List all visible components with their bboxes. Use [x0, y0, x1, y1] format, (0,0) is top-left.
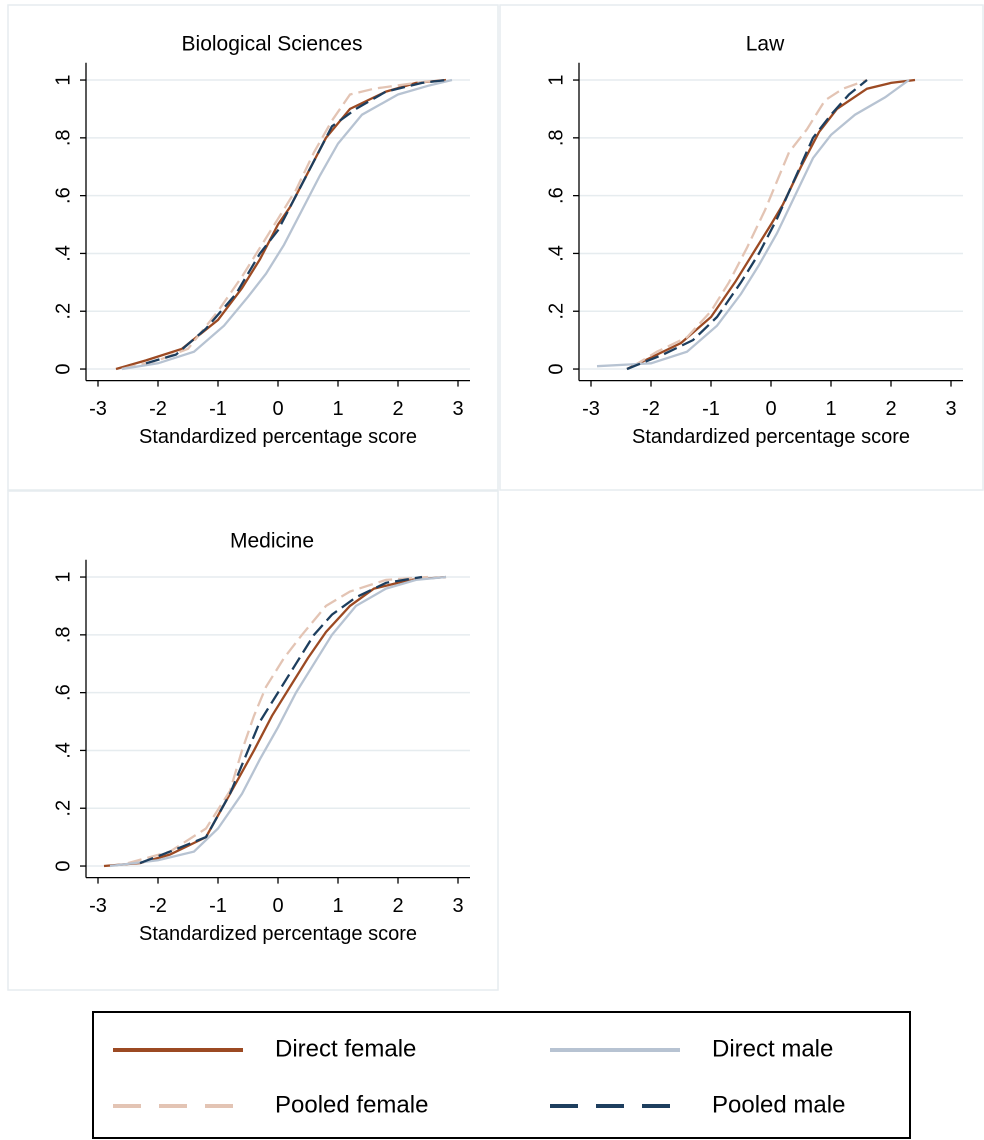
cdf-line: [127, 575, 429, 865]
x-tick-label: 2: [885, 398, 896, 420]
cdf-line: [626, 79, 868, 371]
x-axis-title: Standardized percentage score: [139, 923, 417, 945]
x-tick-label: 1: [825, 398, 836, 420]
x-tick-label: -1: [209, 398, 227, 420]
x-tick-label: -2: [149, 895, 167, 917]
cdf-line: [121, 78, 441, 371]
cdf-line: [596, 79, 910, 368]
cdf-line: [626, 78, 916, 371]
y-tick-label: .2: [52, 303, 74, 320]
panel-title: Medicine: [230, 530, 314, 553]
cdf-line: [121, 78, 453, 371]
cdf-line: [115, 78, 447, 371]
x-tick-label: 0: [272, 895, 283, 917]
y-tick-label: .8: [52, 626, 74, 643]
x-axis-title: Standardized percentage score: [139, 426, 417, 448]
x-axis-title: Standardized percentage score: [632, 426, 910, 448]
y-tick-label: .4: [52, 742, 74, 759]
x-tick-label: 1: [332, 895, 343, 917]
x-tick-label: 2: [392, 398, 403, 420]
panel-title: Law: [746, 33, 785, 56]
y-tick-label: .4: [545, 245, 567, 262]
y-tick-label: .2: [545, 303, 567, 320]
x-tick-label: -1: [702, 398, 720, 420]
x-tick-label: 1: [332, 398, 343, 420]
legend-label: Direct female: [275, 1035, 416, 1062]
legend-label: Pooled male: [712, 1091, 845, 1118]
y-tick-label: .6: [52, 187, 74, 204]
y-tick-label: .8: [545, 129, 567, 146]
y-tick-label: .2: [52, 800, 74, 817]
cdf-line: [145, 78, 447, 365]
y-tick-label: 0: [52, 860, 74, 871]
y-tick-label: .4: [52, 245, 74, 262]
x-tick-label: -2: [642, 398, 660, 420]
x-tick-label: -3: [89, 398, 107, 420]
x-tick-label: 3: [452, 895, 463, 917]
x-tick-label: 0: [272, 398, 283, 420]
x-tick-label: -1: [209, 895, 227, 917]
x-tick-label: -3: [582, 398, 600, 420]
y-tick-label: 1: [52, 571, 74, 582]
x-tick-label: 3: [452, 398, 463, 420]
y-tick-label: .6: [545, 187, 567, 204]
panel-title: Biological Sciences: [182, 33, 363, 56]
y-tick-label: 1: [545, 74, 567, 85]
x-tick-label: 3: [945, 398, 956, 420]
panel-frame: [7, 4, 499, 491]
cdf-line: [632, 78, 868, 368]
x-tick-label: 2: [392, 895, 403, 917]
y-tick-label: 0: [52, 363, 74, 374]
y-tick-label: .6: [52, 684, 74, 701]
legend-label: Direct male: [712, 1035, 833, 1062]
y-tick-label: 1: [52, 74, 74, 85]
x-tick-label: 0: [765, 398, 776, 420]
legend-box: [92, 1011, 911, 1139]
panel-frame: [499, 4, 984, 491]
cdf-line: [109, 575, 447, 868]
cdf-line: [103, 575, 447, 868]
x-tick-label: -2: [149, 398, 167, 420]
y-tick-label: 0: [545, 363, 567, 374]
y-tick-label: .8: [52, 129, 74, 146]
panel-frame: [7, 490, 499, 991]
x-tick-label: -3: [89, 895, 107, 917]
legend-label: Pooled female: [275, 1091, 428, 1118]
cdf-line: [139, 575, 423, 865]
